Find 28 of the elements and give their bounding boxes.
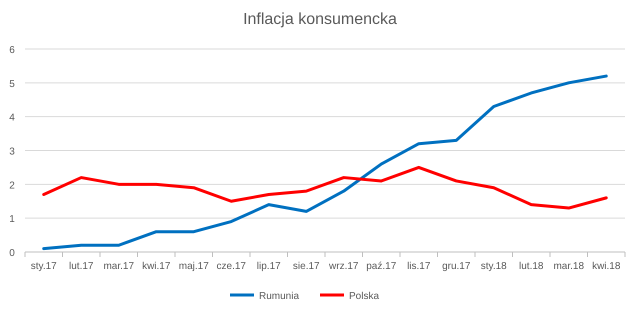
x-tick-label: sie.17 (292, 261, 320, 272)
x-tick-label: paź.17 (366, 261, 397, 272)
x-tick-label: lip.17 (256, 261, 282, 272)
x-tick-label: mar.17 (103, 261, 134, 272)
x-tick-label: kwi.18 (592, 261, 621, 272)
y-tick-label: 3 (9, 146, 16, 158)
legend-label: Rumunia (259, 291, 300, 302)
y-tick-label: 5 (9, 78, 16, 90)
x-tick-label: lut.18 (519, 261, 544, 272)
legend-label: Polska (349, 291, 380, 302)
x-tick-label: sty.17 (30, 261, 58, 272)
chart-title: Inflacja konsumencka (243, 11, 398, 28)
x-tick-label: cze.17 (216, 261, 246, 272)
x-tick-label: maj.17 (178, 261, 210, 272)
x-tick-label: kwi.17 (142, 261, 171, 272)
y-tick-label: 0 (9, 248, 16, 259)
y-tick-label: 6 (9, 45, 16, 56)
x-tick-label: lis.17 (407, 261, 431, 272)
line-series (42, 74, 608, 250)
y-tick-label: 2 (9, 180, 16, 192)
y-tick-label: 1 (9, 214, 16, 226)
x-tick-label: gru.17 (442, 261, 471, 272)
y-tick-label: 4 (9, 112, 16, 124)
x-tick-label: sty.18 (480, 261, 508, 272)
x-tick-label: lut.17 (69, 261, 94, 272)
x-tick-label: mar.18 (553, 261, 584, 272)
x-tick-label: wrz.17 (328, 261, 359, 272)
line-series (42, 166, 608, 210)
